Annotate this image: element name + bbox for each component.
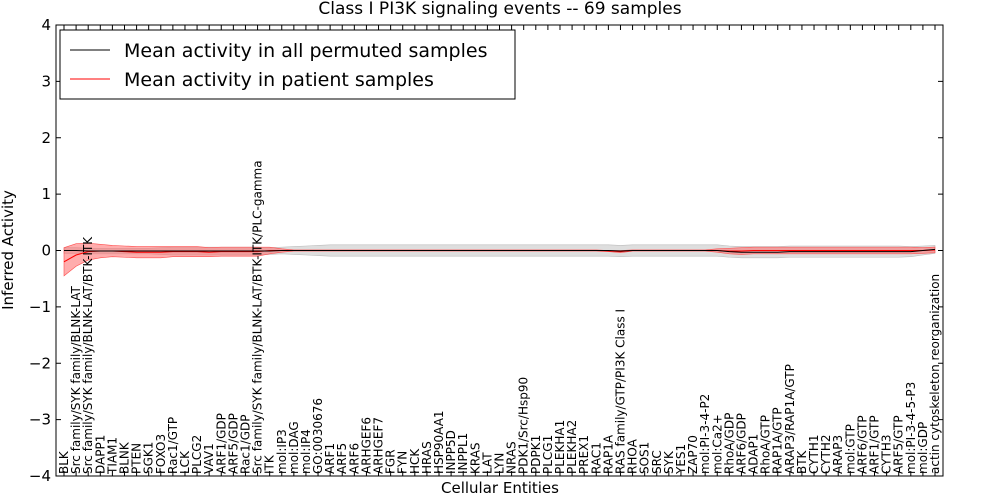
x-tick-label: RAC1 xyxy=(589,442,603,474)
x-tick-label: FYN xyxy=(396,451,410,474)
x-tick-label: LCK xyxy=(178,450,192,474)
x-tick-label: actin cytoskeleton reorganization xyxy=(928,274,942,474)
x-tick-label: Rac1/GTP xyxy=(166,417,180,474)
x-tick-label: PREX1 xyxy=(577,435,591,474)
x-tick-label: Rac1/GDP xyxy=(238,415,252,474)
chart-title: Class I PI3K signaling events -- 69 samp… xyxy=(318,0,681,19)
x-tick-label: ARHGEF7 xyxy=(372,417,386,474)
x-tick-label: FOXO3 xyxy=(154,434,168,474)
x-tick-label: PLEKHA1 xyxy=(553,420,567,474)
x-tick-label: PDPK1 xyxy=(529,435,543,474)
x-tick-label: ARF5/GTP xyxy=(892,415,906,474)
y-tick-label: −4 xyxy=(29,467,51,485)
x-tick-label: mol:DAG xyxy=(287,421,301,474)
x-tick-label: PLCG2 xyxy=(190,435,204,474)
x-tick-label: ARF6 xyxy=(347,443,361,474)
x-tick-label: ARHGEF6 xyxy=(359,417,373,474)
x-axis-label: Cellular Entities xyxy=(441,479,559,497)
x-tick-label: ARF5/GDP xyxy=(226,413,240,474)
x-tick-label: BLK xyxy=(57,450,71,474)
x-tick-label: RhoA/GDP xyxy=(722,413,736,474)
series-line-0 xyxy=(64,248,936,253)
x-tick-label: SGK1 xyxy=(142,442,156,474)
x-tick-label: GO:0030676 xyxy=(311,398,325,474)
x-tick-label: mol:IP3 xyxy=(275,429,289,474)
x-tick-label: ADAP1 xyxy=(747,434,761,474)
y-tick-label: 0 xyxy=(41,242,51,260)
y-tick-label: 4 xyxy=(41,16,51,34)
x-tick-label: ARF6/GTP xyxy=(855,415,869,474)
x-tick-label: RAS family/GTP/PI3K Class I xyxy=(613,309,627,474)
x-tick-label: RAP1A/GTP xyxy=(771,407,785,474)
x-tick-label: Src family/SYK family/BLNK-LAT/BTK-ITK/P… xyxy=(251,160,265,474)
x-tick-label: RhoA/GTP xyxy=(759,415,773,474)
x-tick-label: ZAP70 xyxy=(686,435,700,474)
x-tick-label: ARAP3/RAP1A/GTP xyxy=(783,364,797,474)
x-tick-label: PDK1/Src/Hsp90 xyxy=(517,377,531,474)
legend-label-patient: Mean activity in patient samples xyxy=(124,69,434,91)
y-axis-label: Inferred Activity xyxy=(0,190,17,310)
x-tick-label: LAT xyxy=(480,452,494,474)
x-tick-label: ARF1 xyxy=(323,443,337,474)
x-tick-label: PTEN xyxy=(130,443,144,474)
x-tick-label: SRC xyxy=(650,450,664,474)
x-tick-label: mol:IP4 xyxy=(299,429,313,474)
x-tick-label: INPP5D xyxy=(444,430,458,474)
y-tick-label: −2 xyxy=(29,354,51,372)
x-tick-label: DAPP1 xyxy=(93,435,107,474)
x-tick-label: Src family/SYK family/BLNK-LAT/BTK-ITK xyxy=(81,236,95,474)
x-tick-label: mol:PI-3-4-P2 xyxy=(698,394,712,474)
x-tick-label: mol:Ca2+ xyxy=(710,414,724,474)
x-tick-label: CYTH3 xyxy=(880,435,894,475)
x-tick-label: HCK xyxy=(408,448,422,474)
series-band-1 xyxy=(63,242,936,277)
x-tick-label: mol:GDP xyxy=(916,422,930,474)
x-tick-label: LYN xyxy=(493,453,507,474)
y-tick-label: −3 xyxy=(29,411,51,429)
x-tick-label: PLEKHA2 xyxy=(565,420,579,474)
x-tick-label: HRAS xyxy=(420,441,434,474)
x-tick-label: CYTH2 xyxy=(819,435,833,475)
legend: Mean activity in all permuted samples Me… xyxy=(59,29,516,100)
x-tick-label: INPPL1 xyxy=(456,433,470,474)
x-tick-label: RAP1A xyxy=(601,434,615,474)
x-tick-label: CYTH1 xyxy=(807,435,821,475)
x-tick-label: BTK xyxy=(795,449,809,474)
y-tick-label: −1 xyxy=(29,298,51,316)
x-tick-label: VAV1 xyxy=(202,443,216,474)
legend-label-permuted: Mean activity in all permuted samples xyxy=(124,40,487,62)
x-tick-label: NRAS xyxy=(505,441,519,474)
x-tick-label: SOS1 xyxy=(638,442,652,474)
x-tick-label: ARF1/GTP xyxy=(868,415,882,474)
x-tick-label: ARAP3 xyxy=(831,435,845,474)
legend-box xyxy=(59,29,516,100)
y-tick-label: 2 xyxy=(41,129,51,147)
x-tick-label: HSP90AA1 xyxy=(432,410,446,474)
x-tick-label: PLCG1 xyxy=(541,435,555,474)
x-tick-label: BLNK xyxy=(117,441,131,474)
x-tick-label: RHOA xyxy=(626,438,640,474)
x-tick-label: ARF1/GDP xyxy=(214,413,228,474)
x-tick-label: Src family/SYK family/BLNK-LAT xyxy=(69,285,83,474)
x-tick-label: YES1 xyxy=(674,444,688,475)
x-tick-label: ARF5 xyxy=(335,443,349,474)
y-tick-label: 3 xyxy=(41,72,51,90)
x-tick-label: KRAS xyxy=(468,442,482,474)
x-tick-label: TIAM1 xyxy=(105,437,119,475)
y-tick-label: 1 xyxy=(41,185,51,203)
x-tick-label: mol:PI-3-4-5-P3 xyxy=(904,382,918,474)
x-tick-label: ITK xyxy=(263,454,277,474)
x-tick-label: ARF6/GDP xyxy=(734,413,748,474)
x-tick-label: FGR xyxy=(384,449,398,474)
x-tick-label: SYK xyxy=(662,450,676,474)
x-tick-label: mol:GTP xyxy=(843,424,857,474)
